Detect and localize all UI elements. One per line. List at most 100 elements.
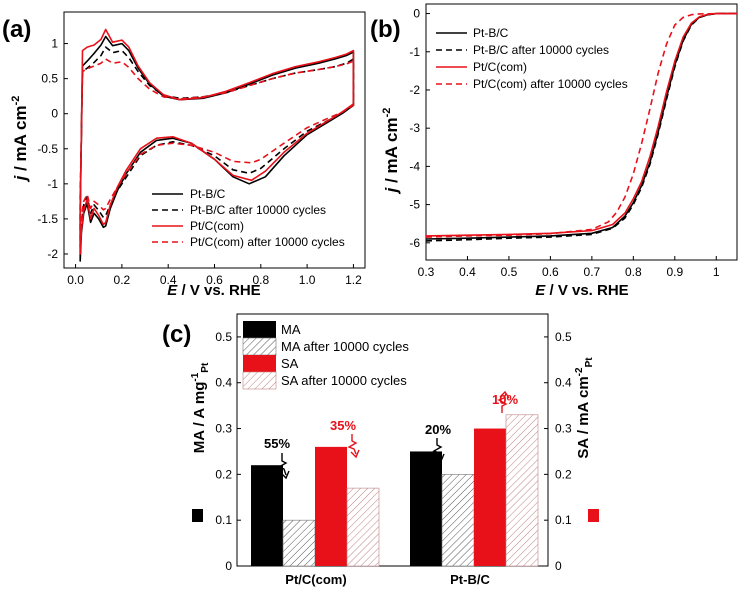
panel-b-x-axis-title: E / V vs. RHE [535,282,628,299]
panel-a-x-axis-title: E / V vs. RHE [167,282,260,299]
panel-c-legend: MA MA after 10000 cycles SA SA after 100… [242,321,409,390]
panel-c-legend-label-2: MA after 10000 cycles [281,339,409,354]
panel-b-x-tick-label-7: 1 [713,265,720,279]
panel-b-x-var: E [535,282,546,299]
panel-b-x-tick-label-6: 0.9 [666,265,683,279]
panel-c-right-tick-label-0: 0 [555,559,562,573]
panel-b-x-tick-label-4: 0.7 [584,265,601,279]
annotation-arrow-pt-c-ma-head [280,470,290,480]
panel-c-ticks: 0 0 0.1 0.1 0.2 0.2 0.3 0.3 0.4 0.4 0.5 0.5 [215,330,572,573]
panel-c-right-tick-label-5: 0.5 [555,330,572,344]
panel-b-legend-label-3: Pt/C(com) [473,60,527,74]
panel-a: (a) 0.0 0.2 0.4 0.6 0.8 1.0 1.2 1 0.5 0 -0.5 -1 -1.5… [2,11,366,299]
panel-b-series [425,12,737,242]
panel-c-left-tick-label-0: 0 [225,559,232,573]
panel-b-legend-label-4: Pt/C(com) after 10000 cycles [473,77,628,91]
annotation-arrow-pt-b-ma-head [435,453,445,463]
panel-a-y-tick-label-3: -0.5 [37,142,58,156]
panel-b: (b) 0.3 0.4 0.5 0.6 0.7 0.8 0.9 10-1-2-3-4-5-6 … [370,3,738,299]
panel-a-legend-label-4: Pt/C(com) after 10000 cycles [190,235,345,249]
panel-c-legend-swatch-1 [243,321,276,338]
panel-a-x-tick-label-3: 0.6 [206,273,223,287]
panel-a-x-tick-label-5: 1.0 [299,273,316,287]
bar-pt-b-c-0 [410,451,442,566]
panel-a-y-var: j [11,174,30,182]
panel-b-x-tick-label-0: 0.3 [418,265,435,279]
panel-a-x-tick-label-2: 0.4 [160,273,177,287]
panel-c-left-y-sup: -1 [190,372,201,381]
annotation-pt-b-ma: 20% [425,422,451,437]
panel-b-legend-label-2: Pt-B/C after 10000 cycles [473,43,609,57]
panel-a-label: (a) [2,16,31,43]
panel-a-x-rest: / V vs. RHE [177,282,260,299]
panel-b-legend-label-1: Pt-B/C [473,26,509,40]
annotation-arrow-pt-c-sa-head [350,449,360,459]
panel-b-x-rest: / V vs. RHE [545,282,628,299]
bar-pt-b-c-1 [441,474,475,567]
panel-c-label: (c) [162,321,191,348]
category-label-pt-c-com: Pt/C(com) [285,572,346,587]
svg-text:MA / A mg-1Pt: MA / A mg-1Pt [190,362,211,453]
panel-a-x-tick-label-6: 1.2 [345,273,362,287]
panel-a-y-tick-label-6: -2 [47,247,58,261]
panel-c-right-y-sub: Pt [584,357,595,368]
panel-c-right-tick-label-1: 0.1 [555,513,572,527]
panel-c-frame [236,313,549,567]
panel-c-left-tick-label-4: 0.4 [215,376,232,390]
panel-b-y-tick-label-0: 0 [413,7,420,21]
panel-a-series-line-1 [79,46,355,248]
annotation-arrow-pt-b-sa [497,393,508,413]
panel-a-x-var: E [167,282,178,299]
annotation-pt-c-ma: 55% [264,436,290,451]
panel-a-x-tick-label-4: 0.8 [252,273,269,287]
panel-b-frame [425,3,738,261]
panel-c-left-y-sub: Pt [200,362,211,373]
svg-text:j / mA cm-2: j / mA cm-2 [10,96,30,183]
panel-c-legend-label-1: MA [281,322,301,337]
panel-b-y-axis-title: j / mA cm-2 [381,108,401,195]
panel-c-right-axis-swatch [588,509,599,522]
annotation-arrow-pt-c-sa [347,434,358,455]
panel-c-right-tick-label-3: 0.3 [555,422,572,436]
panel-b-y-tick-label-3: -3 [409,121,420,135]
svg-text:j / mA cm-2: j / mA cm-2 [381,108,401,195]
panel-c-right-y-sup: -2 [574,367,585,376]
panel-c-left-y-title: MA / A mg-1Pt [190,362,211,453]
panel-c-legend-label-4: SA after 10000 cycles [281,373,407,388]
annotation-arrow-pt-b-ma [432,438,443,459]
panel-c-legend-label-3: SA [281,356,299,371]
panel-c-bars [251,414,539,567]
bar-pt-c-com-1 [282,519,316,567]
panel-a-series [79,28,355,262]
annotation-arrow-pt-c-ma [277,453,288,476]
panel-c-left-tick-label-3: 0.3 [215,422,232,436]
panel-b-y-rest: / mA cm [382,117,401,187]
panel-b-x-tick-label-1: 0.4 [459,265,476,279]
panel-b-y-tick-label-2: -2 [409,83,420,97]
svg-text:SA / mA cm-2Pt: SA / mA cm-2Pt [574,357,595,459]
bar-pt-c-com-2 [315,446,347,566]
panel-c: (c) 0 0 0.1 0.1 0.2 0.2 0.3 0.3 0.4 0.4 0.5 0.5 55%… [162,313,599,587]
bar-pt-c-com-3 [346,487,380,567]
panel-a-legend-label-3: Pt/C(com) [190,219,244,233]
panel-c-right-y-title: SA / mA cm-2Pt [574,357,595,459]
panel-a-y-rest: / mA cm [11,105,30,175]
panel-a-y-tick-label-2: 0 [51,107,58,121]
panel-c-right-tick-label-2: 0.2 [555,467,572,481]
annotation-arrow-pt-b-sa-head [499,390,510,399]
panel-b-legend: Pt-B/C Pt-B/C after 10000 cycles Pt/C(co… [436,26,628,91]
panel-a-x-tick-label-0: 0.0 [67,273,84,287]
panel-b-ticks: 0.3 0.4 0.5 0.6 0.7 0.8 0.9 1 0 -1 -2 -3 -4 -5 -6 [409,7,720,279]
bar-pt-b-c-3 [505,414,539,567]
annotation-pt-b-sa: 10% [492,392,518,407]
panel-b-series-line-3 [425,12,737,238]
panel-a-legend-label-2: Pt-B/C after 10000 cycles [190,203,326,217]
panel-b-y-tick-label-1: -1 [409,45,420,59]
panel-a-y-tick-label-1: 0.5 [41,72,58,86]
bar-pt-b-c-2 [474,428,506,566]
panel-b-y-tick-label-6: -6 [409,236,420,250]
panel-c-left-y-text: MA / A mg [191,382,208,454]
panel-b-y-sup: -2 [381,108,393,118]
panel-a-x-tick-label-1: 0.2 [114,273,131,287]
panel-c-annotations: 55% 35% 20% 10% [264,390,518,480]
